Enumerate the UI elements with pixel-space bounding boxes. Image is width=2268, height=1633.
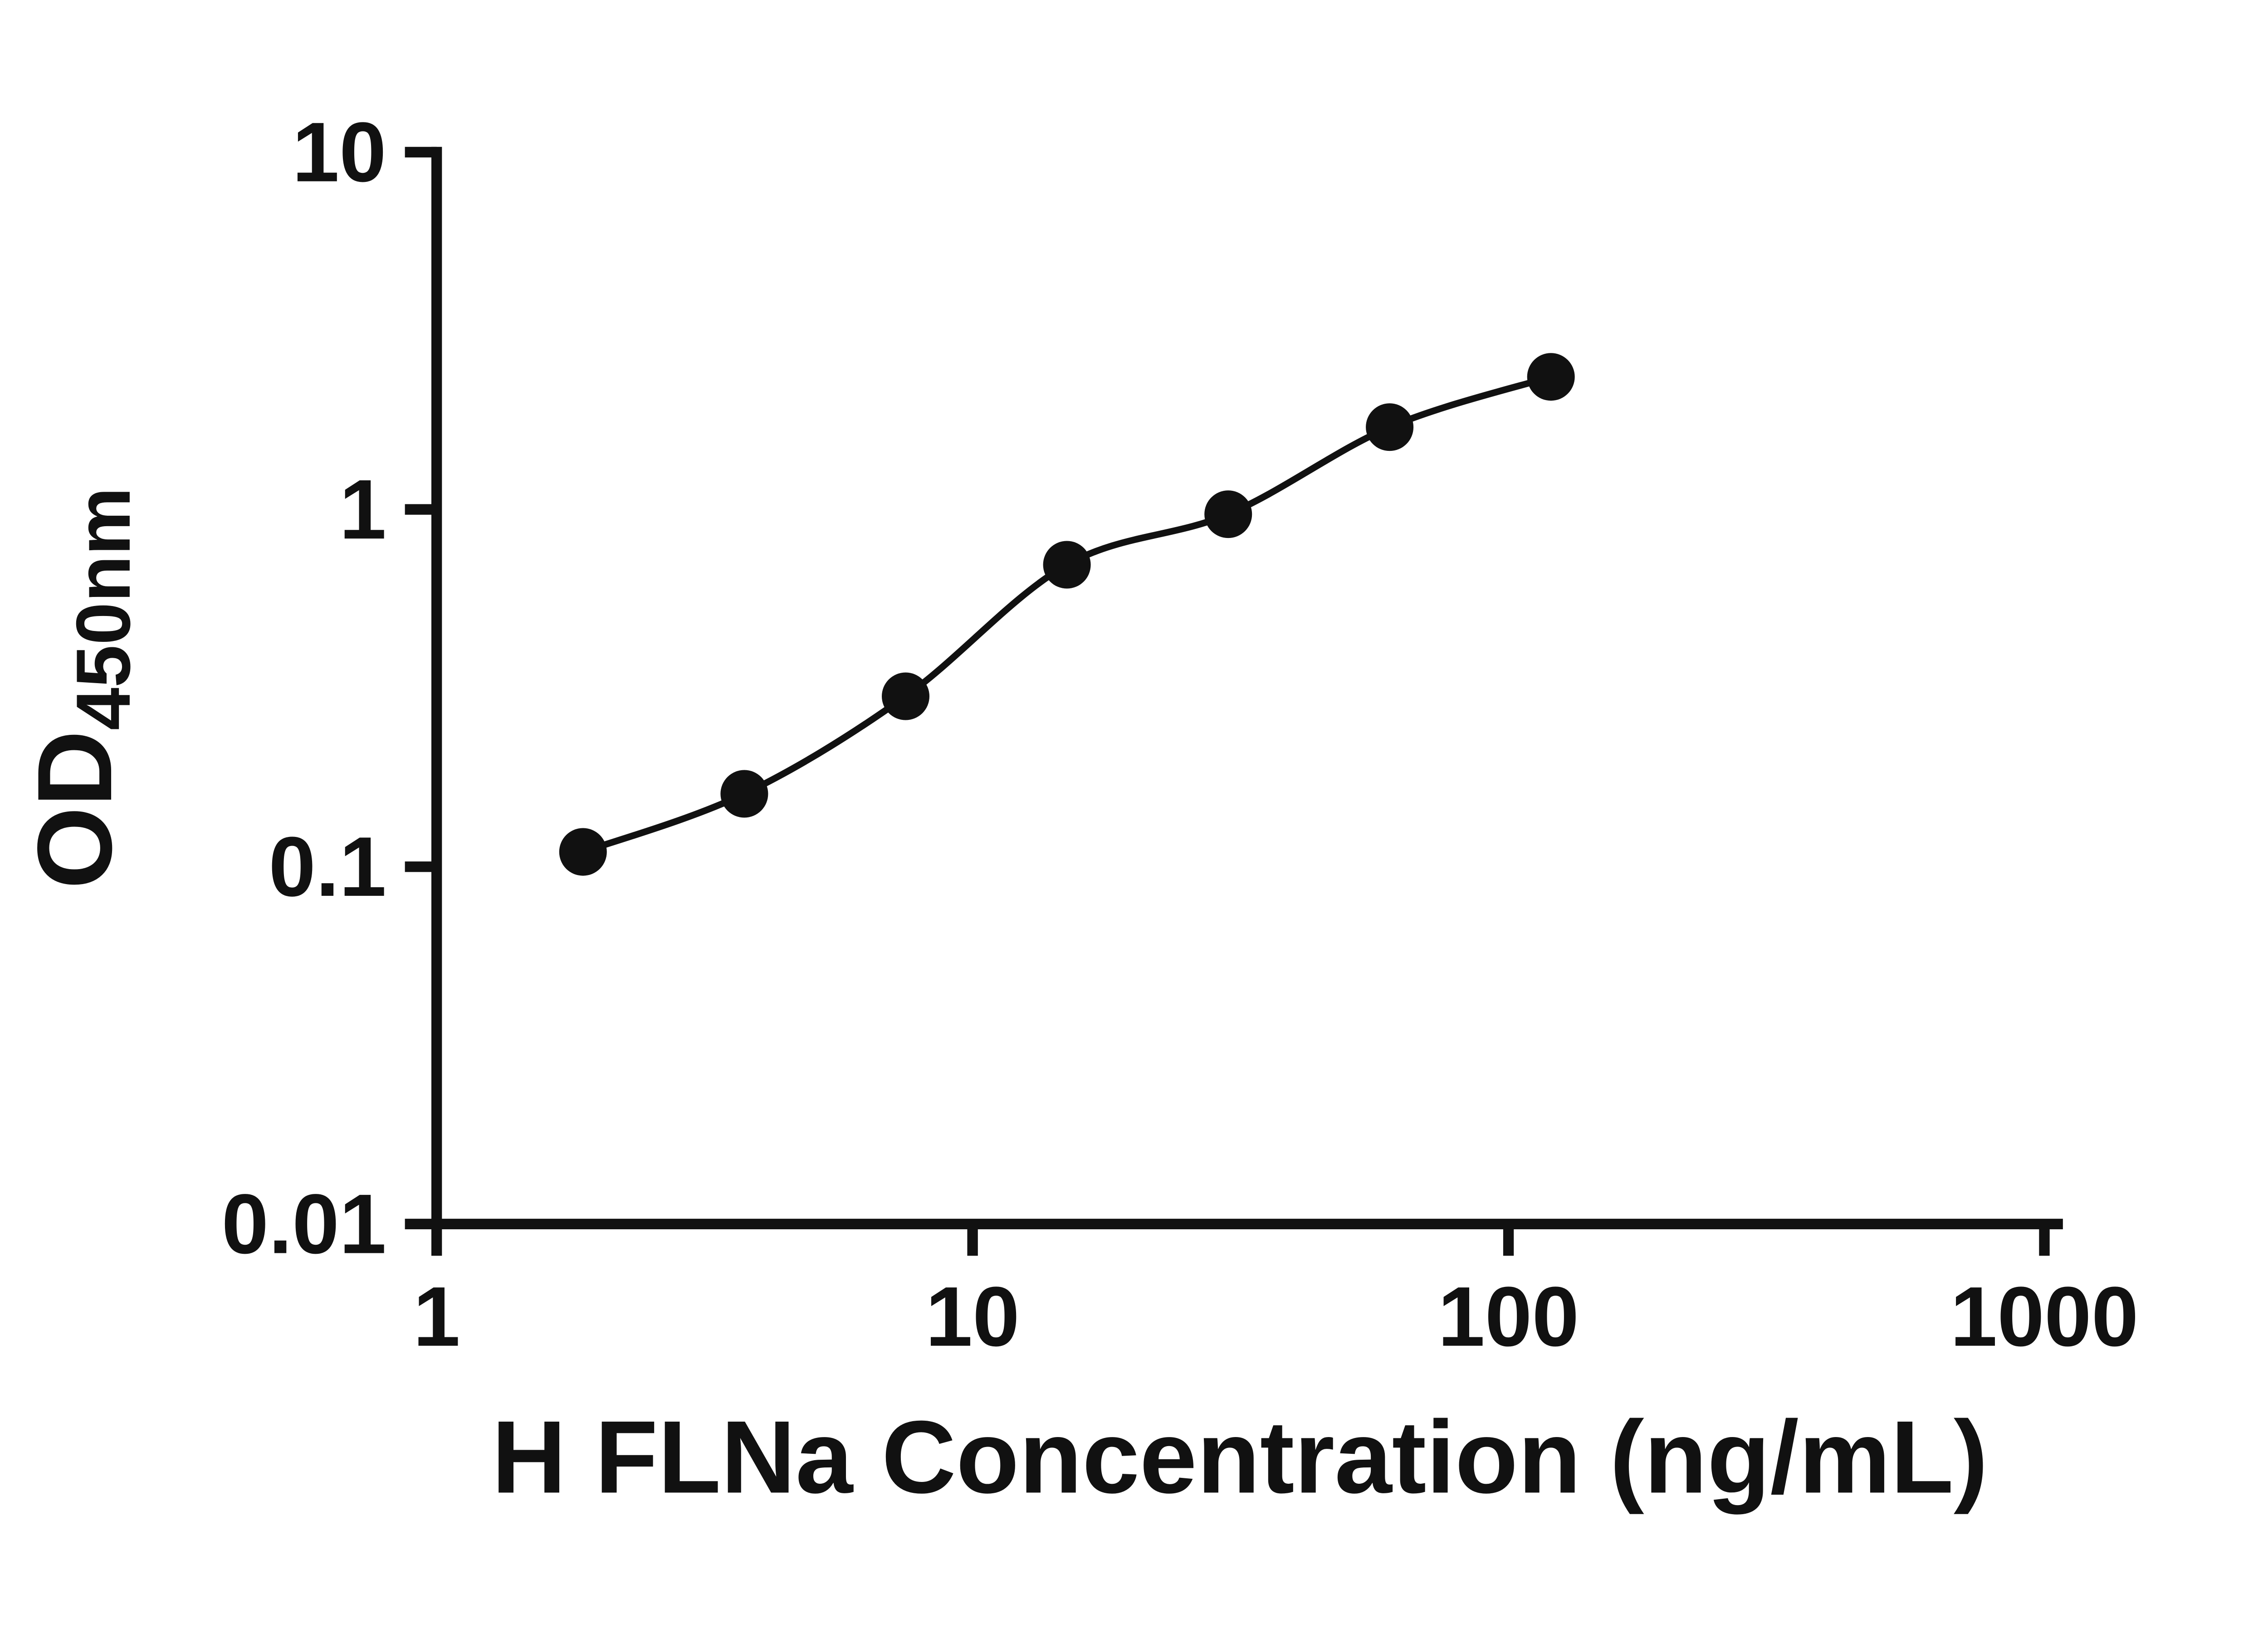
data-point-marker <box>559 828 607 876</box>
elisa-standard-curve-chart: 1 10 100 1000 0.01 0.1 1 10 H FLNa Concentratio… <box>16 104 2139 1515</box>
data-point-marker <box>1204 490 1252 538</box>
elisa-standard-curve-figure: 1 10 100 1000 0.01 0.1 1 10 H FLNa Concentratio… <box>16 104 2139 1515</box>
y-axis-title: OD450nm <box>16 487 146 889</box>
data-point-marker <box>1527 353 1575 401</box>
x-tick-label: 100 <box>1438 1269 1579 1364</box>
y-tick-label: 0.1 <box>269 819 386 914</box>
y-tick-label: 0.01 <box>221 1177 386 1271</box>
data-point-marker <box>881 672 930 720</box>
data-point-marker <box>1366 403 1414 451</box>
x-tick-label: 10 <box>925 1269 1020 1364</box>
x-axis-title: H FLNa Concentration (ng/mL) <box>492 1400 1988 1515</box>
plot-layer: 1 10 100 1000 0.01 0.1 1 10 <box>221 105 2138 1364</box>
x-tick-label: 1 <box>413 1269 460 1364</box>
y-axis-title-main: OD <box>16 730 134 889</box>
y-axis-title-subscript: 450nm <box>60 487 146 730</box>
y-tick-label: 1 <box>339 462 386 557</box>
data-point-marker <box>1043 541 1091 589</box>
y-tick-label: 10 <box>292 105 386 200</box>
data-point-marker <box>720 770 768 818</box>
x-tick-label: 1000 <box>1950 1269 2138 1364</box>
